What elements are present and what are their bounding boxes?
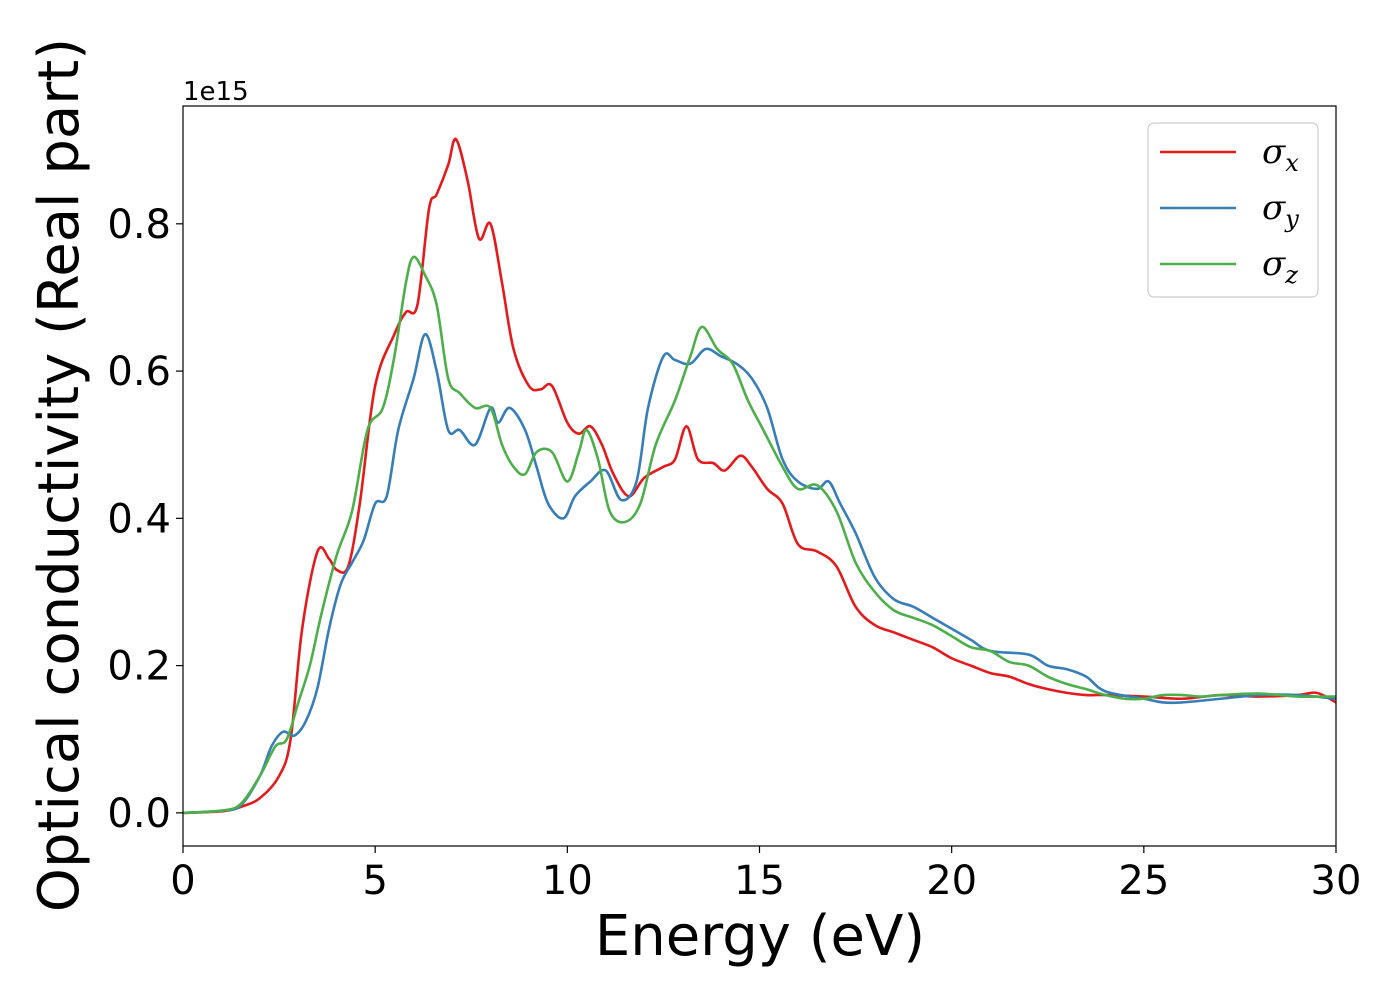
y-tick-label: 0.8 <box>107 202 171 248</box>
x-tick-label: 5 <box>362 858 387 904</box>
y-axis: 0.0 0.2 0.4 0.6 0.8 <box>107 202 183 837</box>
series-line-z <box>183 255 1336 815</box>
x-tick-label: 0 <box>170 858 195 904</box>
series-line-y <box>183 332 1336 815</box>
x-axis-title: Energy (eV) <box>595 904 925 969</box>
series-line-x <box>183 137 1336 815</box>
y-axis-title: Optical conductivity (Real part) <box>27 38 92 912</box>
y-tick-label: 0.6 <box>107 349 171 395</box>
x-tick-label: 10 <box>542 858 593 904</box>
legend: σx σy σz <box>1147 122 1319 298</box>
legend-box <box>1147 122 1319 298</box>
y-offset-label: 1e15 <box>183 77 249 107</box>
x-tick-label: 20 <box>926 858 977 904</box>
x-tick-label: 25 <box>1118 858 1169 904</box>
x-axis: 0 5 10 15 20 25 30 <box>170 846 1361 904</box>
y-tick-label: 0.2 <box>107 644 171 690</box>
legend-label-z: σz <box>1262 244 1298 289</box>
x-tick-label: 15 <box>734 858 785 904</box>
x-tick-label: 30 <box>1311 858 1362 904</box>
y-tick-label: 0.0 <box>107 791 171 837</box>
y-tick-label: 0.4 <box>107 496 171 542</box>
legend-label-x: σx <box>1262 132 1299 177</box>
legend-label-y: σy <box>1262 188 1299 233</box>
